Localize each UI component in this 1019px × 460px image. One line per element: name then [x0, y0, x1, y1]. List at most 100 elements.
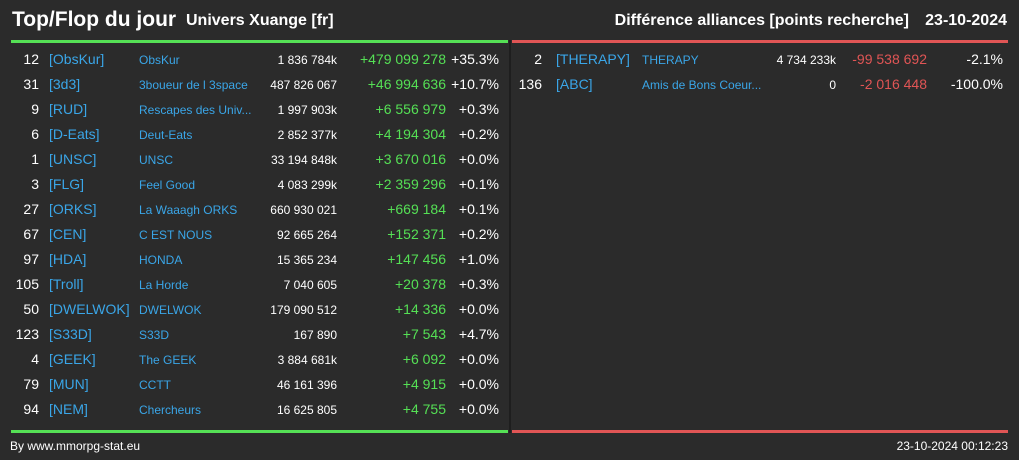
ranking-type-title: Différence alliances [points recherche]	[614, 12, 909, 29]
points-difference: +669 184	[387, 201, 446, 217]
percent-change: +1.0%	[458, 251, 499, 267]
alliance-rank: 9	[31, 101, 39, 117]
alliance-name-link[interactable]: La Horde	[139, 278, 189, 292]
alliance-tag-link[interactable]: [D-Eats]	[49, 126, 100, 142]
alliance-tag-link[interactable]: [FLG]	[49, 176, 85, 192]
percent-change: +0.0%	[458, 401, 499, 417]
alliance-tag-link[interactable]: [RUD]	[49, 101, 88, 117]
alliance-name-link[interactable]: S33D	[139, 328, 170, 342]
alliance-tag-link[interactable]: [DWELWOK]	[49, 301, 130, 317]
percent-change: -100.0%	[950, 76, 1003, 92]
alliance-points: 92 665 264	[276, 228, 337, 242]
alliance-rank: 136	[518, 76, 542, 92]
alliance-name-link[interactable]: CCTT	[139, 378, 171, 392]
alliance-points: 1 997 903k	[277, 103, 337, 117]
top-alliance-row: 50 [DWELWOK] DWELWOK 179 090 512 +14 336 +0.0…	[11, 297, 508, 322]
top-alliance-row: 31 [3d3] 3boueur de l 3space 487 826 067 +46…	[11, 72, 508, 97]
header-date: 23-10-2024	[925, 12, 1007, 29]
percent-change: +0.0%	[458, 351, 499, 367]
alliance-name-link[interactable]: UNSC	[139, 153, 174, 167]
alliance-points: 4 083 299k	[277, 178, 337, 192]
points-difference: +4 194 304	[375, 126, 446, 142]
top-alliance-row: 123 [S33D] S33D 167 890 +7 543 +4.7%	[11, 322, 508, 347]
alliance-rank: 67	[23, 226, 39, 242]
source-credit[interactable]: By www.mmorpg-stat.eu	[10, 439, 141, 453]
points-difference: +147 456	[387, 251, 446, 267]
top-alliance-row: 105 [Troll] La Horde 7 040 605 +20 378 +0.3%	[11, 272, 508, 297]
points-difference: -99 538 692	[852, 51, 927, 67]
alliance-points: 487 826 067	[270, 78, 337, 92]
points-difference: +4 915	[402, 376, 446, 392]
points-difference: +4 755	[402, 401, 446, 417]
alliance-tag-link[interactable]: [ORKS]	[49, 201, 97, 217]
alliance-name-link[interactable]: The GEEK	[139, 353, 197, 367]
alliance-tag-link[interactable]: [ABC]	[556, 76, 593, 92]
alliance-name-link[interactable]: Rescapes des Univ...	[139, 103, 252, 117]
top-alliance-row: 79 [MUN] CCTT 46 161 396 +4 915 +0.0%	[11, 372, 508, 397]
alliance-rank: 31	[23, 76, 39, 92]
alliance-points: 660 930 021	[270, 203, 337, 217]
alliance-points: 2 852 377k	[277, 128, 337, 142]
alliance-points: 46 161 396	[276, 378, 337, 392]
alliance-tag-link[interactable]: [THERAPY]	[556, 51, 630, 67]
percent-change: +0.3%	[458, 101, 499, 117]
alliance-points: 0	[829, 78, 836, 92]
top-alliance-row: 97 [HDA] HONDA 15 365 234 +147 456 +1.0%	[11, 247, 508, 272]
alliance-name-link[interactable]: THERAPY	[642, 53, 699, 67]
alliance-tag-link[interactable]: [Troll]	[49, 276, 84, 292]
alliance-rank: 27	[23, 201, 39, 217]
percent-change: +35.3%	[451, 51, 499, 67]
percent-change: +0.0%	[458, 301, 499, 317]
alliance-points: 7 040 605	[283, 278, 337, 292]
alliance-tag-link[interactable]: [NEM]	[49, 401, 88, 417]
alliance-rank: 3	[31, 176, 39, 192]
alliance-name-link[interactable]: HONDA	[139, 253, 183, 267]
percent-change: +0.2%	[458, 126, 499, 142]
top-panel-bottom-bar	[11, 430, 508, 433]
alliance-name-link[interactable]: La Waaagh ORKS	[139, 203, 238, 217]
percent-change: +0.0%	[458, 376, 499, 392]
alliance-name-link[interactable]: Feel Good	[139, 178, 196, 192]
top-list: 12 [ObsKur] ObsKur 1 836 784k +479 099 278 +3…	[11, 47, 508, 422]
alliance-name-link[interactable]: Amis de Bons Coeur...	[642, 78, 762, 92]
alliance-name-link[interactable]: C EST NOUS	[139, 228, 213, 242]
alliance-tag-link[interactable]: [UNSC]	[49, 151, 97, 167]
points-difference: +6 092	[402, 351, 446, 367]
flop-list: 2 [THERAPY] THERAPY 4 734 233k -99 538 692 -2…	[512, 47, 1008, 97]
top-alliance-row: 94 [NEM] Chercheurs 16 625 805 +4 755 +0.0%	[11, 397, 508, 422]
alliance-rank: 97	[23, 251, 39, 267]
alliance-tag-link[interactable]: [CEN]	[49, 226, 87, 242]
alliance-tag-link[interactable]: [GEEK]	[49, 351, 96, 367]
percent-change: +0.3%	[458, 276, 499, 292]
alliance-points: 33 194 848k	[270, 153, 337, 167]
alliance-tag-link[interactable]: [ObsKur]	[49, 51, 105, 67]
top-alliance-row: 1 [UNSC] UNSC 33 194 848k +3 670 016 +0.0%	[11, 147, 508, 172]
flop-panel-bottom-bar	[512, 430, 1008, 433]
generated-timestamp: 23-10-2024 00:12:23	[896, 439, 1008, 453]
header: Top/Flop du jour Univers Xuange [fr] Dif…	[0, 0, 1019, 40]
alliance-tag-link[interactable]: [S33D]	[49, 326, 92, 342]
alliance-points: 4 734 233k	[776, 53, 836, 67]
alliance-tag-link[interactable]: [3d3]	[49, 76, 81, 92]
alliance-name-link[interactable]: ObsKur	[139, 53, 180, 67]
universe-subtitle: Univers Xuange [fr]	[186, 12, 334, 29]
alliance-name-link[interactable]: DWELWOK	[139, 303, 202, 317]
alliance-rank: 4	[31, 351, 39, 367]
alliance-rank: 123	[15, 326, 39, 342]
percent-change: +0.1%	[458, 201, 499, 217]
percent-change: +0.1%	[458, 176, 499, 192]
alliance-name-link[interactable]: 3boueur de l 3space	[139, 78, 248, 92]
alliance-name-link[interactable]: Deut-Eats	[139, 128, 193, 142]
alliance-rank: 12	[23, 51, 39, 67]
points-difference: +3 670 016	[375, 151, 446, 167]
flop-alliance-row: 136 [ABC] Amis de Bons Coeur... 0 -2 016 448…	[512, 72, 1008, 97]
points-difference: +152 371	[387, 226, 446, 242]
alliance-tag-link[interactable]: [MUN]	[49, 376, 89, 392]
alliance-rank: 79	[23, 376, 39, 392]
alliance-points: 1 836 784k	[277, 53, 337, 67]
alliance-points: 167 890	[293, 328, 337, 342]
percent-change: +0.0%	[458, 151, 499, 167]
page-title: Top/Flop du jour	[12, 8, 177, 31]
alliance-tag-link[interactable]: [HDA]	[49, 251, 87, 267]
alliance-name-link[interactable]: Chercheurs	[139, 403, 202, 417]
